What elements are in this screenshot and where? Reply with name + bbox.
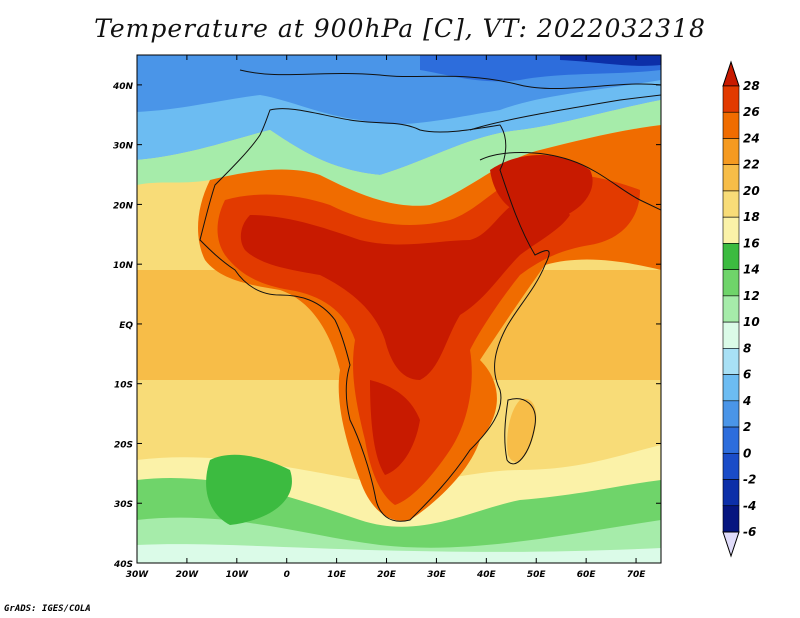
lat-tick-label: 30S [114, 500, 133, 510]
colorbar-segment [722, 452, 740, 480]
lat-tick-label: 10S [114, 381, 133, 391]
colorbar-segment [722, 531, 740, 558]
lon-tick-label: 30W [126, 570, 150, 580]
lon-tick-label: 10W [226, 570, 250, 580]
colorbar-label: 6 [743, 368, 751, 382]
colorbar-label: 14 [743, 263, 760, 277]
colorbar-label: 2 [743, 420, 751, 434]
chart-title: Temperature at 900hPa [C], VT: 202203231… [94, 14, 706, 43]
colorbar-label: 22 [743, 158, 760, 172]
lat-tick-label: 20S [114, 440, 133, 450]
colorbar-label: -6 [743, 525, 756, 539]
colorbar-segment [722, 479, 740, 507]
temperature-field [137, 55, 661, 563]
lon-tick-label: 0 [284, 570, 290, 580]
colorbar-segment [722, 243, 740, 270]
lon-tick-label: 20E [377, 570, 397, 580]
colorbar-segment [722, 348, 740, 375]
lon-tick-label: 60E [577, 570, 597, 580]
colorbar-label: 4 [742, 394, 751, 408]
colorbar-segment [722, 426, 740, 454]
lat-tick-label: 10N [113, 261, 134, 271]
colorbar-label: 20 [743, 184, 760, 198]
colorbar-segment [722, 85, 740, 113]
colorbar-segment [722, 190, 740, 218]
colorbar-segment [722, 138, 740, 166]
lat-tick-label: 40S [113, 560, 133, 570]
grads-credit: GrADS: IGES/COLA [4, 604, 91, 614]
colorbar-label: 16 [743, 236, 760, 250]
lon-tick-label: 10E [327, 570, 347, 580]
colorbar-label: 24 [743, 131, 760, 145]
lon-tick-label: 70E [627, 570, 647, 580]
colorbar-segment [722, 216, 740, 244]
latitude-axis: 40N 30N 20N 10N EQ 10S 20S 30S 40S [112, 82, 661, 570]
colorbar-label: 12 [743, 289, 760, 303]
colorbar-label: 8 [743, 341, 751, 355]
coastlines [199, 69, 661, 522]
lon-tick-label: 20W [176, 570, 200, 580]
colorbar-label: 26 [743, 105, 760, 119]
colorbar-segment [722, 269, 740, 297]
colorbar-segment [722, 60, 740, 87]
colorbar-label: -4 [743, 499, 756, 513]
colorbar-segment [722, 400, 740, 428]
lon-tick-label: 50E [527, 570, 547, 580]
lat-tick-label: 40N [112, 82, 134, 92]
colorbar-label: 10 [743, 315, 760, 329]
colorbar-label: 18 [743, 210, 760, 224]
colorbar-segment [722, 295, 740, 323]
colorbar-segment [722, 111, 740, 139]
lat-tick-label: 30N [113, 142, 134, 152]
lon-tick-label: 40E [476, 570, 497, 580]
colorbar-segment [722, 164, 740, 192]
colorbar-segment [722, 321, 740, 349]
colorbar-label: 28 [743, 79, 760, 93]
lat-tick-label: EQ [119, 321, 133, 331]
colorbar-segment [722, 505, 740, 533]
map-frame [136, 54, 662, 564]
colorbar-label: 0 [743, 446, 751, 460]
colorbar-segment [722, 374, 740, 402]
lon-tick-label: 30E [427, 570, 447, 580]
longitude-axis: 30W 20W 10W 0 10E 20E 30E 40E 50E 60E 70E [126, 55, 646, 580]
lat-tick-label: 20N [113, 201, 134, 211]
colorbar-label: -2 [743, 473, 756, 487]
